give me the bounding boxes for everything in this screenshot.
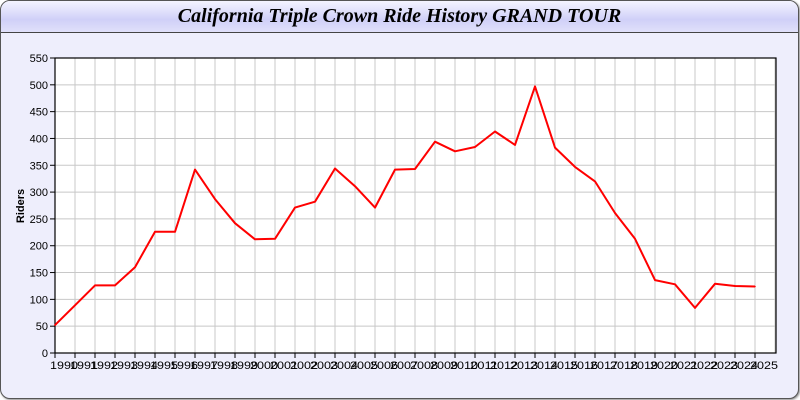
- y-tick-label: 100: [30, 294, 48, 306]
- x-tick-label: 1990: [50, 360, 78, 372]
- x-tick-label: 1993: [110, 360, 138, 372]
- data-point: [294, 206, 296, 209]
- x-tick-label: 1994: [130, 360, 158, 372]
- chart-title: California Triple Crown Ride History GRA…: [177, 5, 622, 27]
- x-tick-label: 2004: [330, 360, 358, 372]
- data-point: [754, 285, 756, 288]
- x-tick-label: 2001: [270, 360, 298, 372]
- x-tick-label: 2013: [510, 360, 538, 372]
- data-point: [514, 144, 516, 146]
- data-point: [114, 284, 116, 287]
- y-tick-label: 200: [30, 241, 48, 253]
- y-tick-label: 250: [30, 214, 48, 226]
- data-point: [174, 230, 176, 233]
- data-point: [134, 266, 136, 268]
- data-point: [634, 237, 636, 240]
- x-tick-label: 2019: [630, 360, 658, 372]
- x-tick-label: 2015: [550, 360, 578, 372]
- x-tick-label: 2010: [450, 360, 478, 372]
- x-tick-label: 2008: [410, 360, 438, 372]
- data-point: [194, 168, 196, 171]
- x-tick-label: 2003: [310, 360, 338, 372]
- data-point: [414, 168, 416, 170]
- x-tick-label: 2025: [750, 360, 778, 372]
- data-point: [374, 206, 376, 209]
- data-point: [694, 307, 696, 309]
- x-tick-label: 1995: [150, 360, 178, 372]
- x-tick-label: 2014: [530, 360, 558, 372]
- y-tick-label: 500: [30, 80, 48, 92]
- x-tick-label: 2022: [690, 360, 718, 372]
- y-tick-label: 150: [30, 268, 48, 280]
- title-bar: California Triple Crown Ride History GRA…: [1, 1, 798, 33]
- x-tick-label: 2018: [610, 360, 638, 372]
- data-point: [354, 185, 356, 187]
- y-tick-label: 300: [30, 187, 48, 199]
- data-point: [214, 198, 216, 200]
- data-point: [154, 230, 156, 233]
- data-point: [594, 180, 596, 183]
- x-tick-label: 2021: [670, 360, 698, 372]
- x-tick-label: 2020: [650, 360, 678, 372]
- data-point: [674, 283, 676, 286]
- data-point: [474, 146, 476, 148]
- x-tick-label: 1992: [90, 360, 118, 372]
- x-tick-label: 2000: [250, 360, 278, 372]
- data-point: [394, 168, 396, 171]
- data-point: [234, 222, 236, 224]
- data-point: [554, 146, 556, 149]
- data-point: [494, 130, 496, 133]
- x-tick-label: 2009: [430, 360, 458, 372]
- data-point: [714, 283, 716, 285]
- data-point: [254, 238, 256, 241]
- data-point: [614, 212, 616, 214]
- y-tick-label: 0: [42, 348, 48, 360]
- x-tick-label: 2005: [350, 360, 378, 372]
- x-tick-label: 2017: [590, 360, 618, 372]
- data-point: [734, 285, 736, 287]
- y-tick-label: 400: [30, 133, 48, 145]
- x-tick-label: 1998: [210, 360, 238, 372]
- x-tick-label: 2012: [490, 360, 518, 372]
- data-point: [574, 166, 576, 168]
- x-tick-label: 1991: [70, 360, 98, 372]
- x-tick-label: 2011: [470, 360, 498, 372]
- series-line: [54, 85, 756, 326]
- x-tick-label: 2024: [730, 360, 758, 372]
- x-tick-label: 2006: [370, 360, 398, 372]
- y-axis-label: Riders: [15, 189, 27, 223]
- data-point: [274, 237, 276, 240]
- data-point: [454, 150, 456, 153]
- data-point: [654, 279, 656, 281]
- data-point: [94, 284, 96, 287]
- data-point: [314, 200, 316, 203]
- x-tick-label: 2016: [570, 360, 598, 372]
- x-tick-label: 1999: [230, 360, 258, 372]
- y-tick-label: 350: [30, 160, 48, 172]
- data-point: [334, 167, 336, 170]
- x-tick-label: 1996: [170, 360, 198, 372]
- x-tick-label: 1997: [190, 360, 218, 372]
- data-point: [54, 324, 56, 326]
- data-point: [534, 85, 536, 88]
- y-tick-label: 450: [30, 107, 48, 119]
- y-tick-label: 50: [36, 321, 48, 333]
- x-tick-label: 2007: [390, 360, 418, 372]
- x-tick-label: 2023: [710, 360, 738, 372]
- y-tick-label: 550: [30, 53, 48, 65]
- x-tick-label: 2002: [290, 360, 318, 372]
- data-point: [434, 140, 436, 143]
- data-point: [74, 304, 76, 307]
